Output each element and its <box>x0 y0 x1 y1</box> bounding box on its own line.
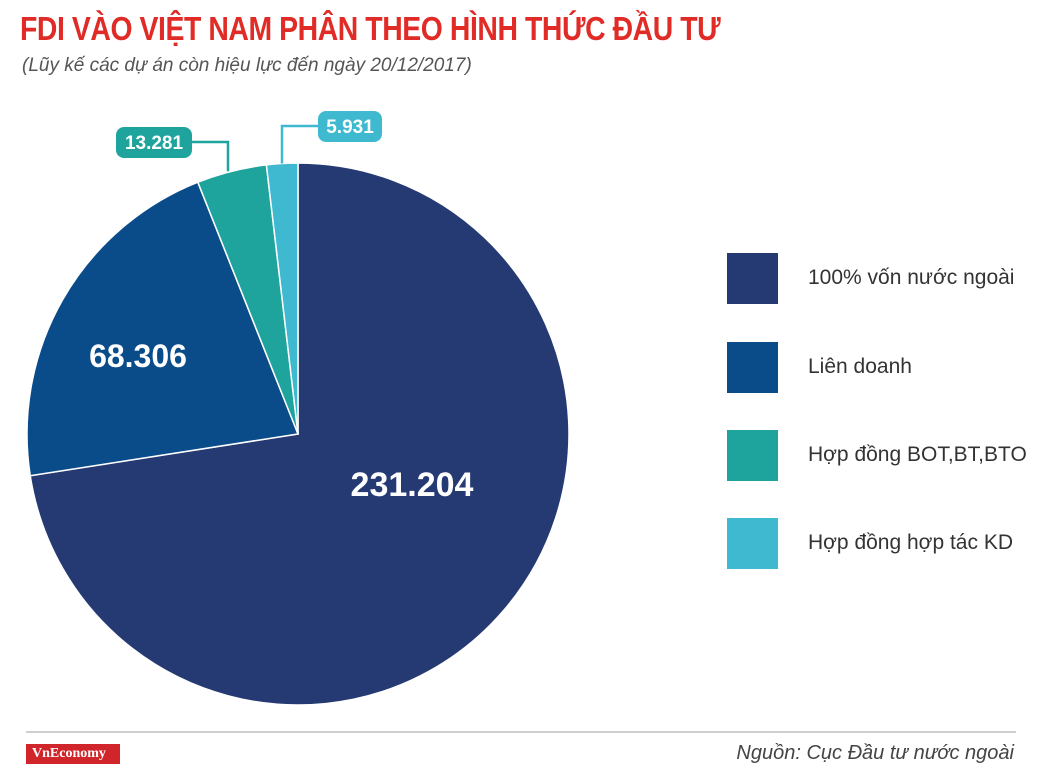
slice-foreign-owned <box>29 162 570 706</box>
legend-swatch <box>727 430 778 481</box>
legend-swatch <box>727 253 778 304</box>
source-note: Nguồn: Cục Đầu tư nước ngoài <box>736 742 1014 764</box>
legend-label: Liên doanh <box>808 355 912 378</box>
data-label-foreign-owned: 231.204 <box>351 466 474 504</box>
legend-item-joint-venture: Liên doanh <box>727 342 1027 394</box>
legend-item-foreign-owned: 100% vốn nước ngoài <box>727 253 1027 305</box>
pie-chart: 231.204 68.306 13.281 5.931 <box>26 111 570 706</box>
vneconomy-logo: VnEconomy <box>26 744 120 764</box>
legend-item-bcc-contract: Hợp đồng hợp tác KD <box>727 518 1027 570</box>
legend-label: Hợp đồng hợp tác KD <box>808 531 1013 554</box>
chart-subtitle: (Lũy kế các dự án còn hiệu lực đến ngày … <box>22 55 472 76</box>
data-label-bot-contract: 13.281 <box>125 133 184 154</box>
data-label-bcc-contract-badge <box>318 111 382 142</box>
data-label-bot-contract-leader-line <box>192 140 230 172</box>
footer-divider <box>26 731 1016 733</box>
legend-label: Hợp đồng BOT,BT,BTO <box>808 443 1027 466</box>
chart-title: FDI VÀO VIỆT NAM PHÂN THEO HÌNH THỨC ĐẦU… <box>20 10 721 47</box>
legend-swatch <box>727 342 778 393</box>
data-label-bot-contract-badge <box>116 127 192 158</box>
legend-swatch <box>727 518 778 569</box>
legend-item-bot-contract: Hợp đồng BOT,BT,BTO <box>727 430 1027 482</box>
slice-joint-venture <box>26 181 300 477</box>
data-label-bcc-contract-leader-line <box>280 124 318 164</box>
data-label-bcc-contract: 5.931 <box>326 117 374 138</box>
legend-label: 100% vốn nước ngoài <box>808 266 1015 289</box>
data-label-joint-venture: 68.306 <box>89 338 187 374</box>
